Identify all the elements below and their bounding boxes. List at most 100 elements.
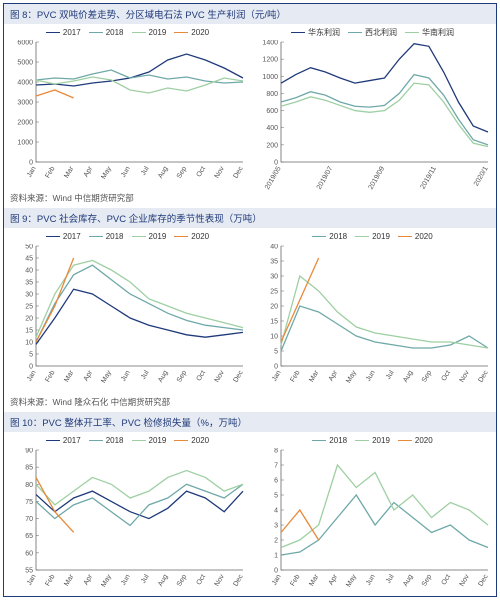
svg-text:30: 30 (25, 292, 33, 299)
legend-label: 2018 (329, 232, 347, 241)
series-2018 (36, 70, 243, 83)
svg-text:8: 8 (274, 448, 278, 455)
svg-text:1: 1 (274, 553, 278, 560)
legend-label: 2019 (372, 436, 390, 445)
svg-text:Jun: Jun (120, 369, 132, 382)
svg-text:Dec: Dec (232, 573, 245, 588)
svg-text:May: May (100, 573, 113, 588)
svg-text:Jan: Jan (271, 369, 283, 382)
legend-label: 2019 (372, 232, 390, 241)
fig10-right: 201820192020 012345678JanFebMarAprMayJun… (253, 434, 492, 598)
svg-text:75: 75 (25, 499, 33, 506)
svg-text:Aug: Aug (157, 573, 169, 587)
svg-text:Apr: Apr (328, 573, 340, 587)
legend-item: 2018 (89, 26, 124, 38)
svg-text:40: 40 (270, 244, 278, 251)
svg-text:May: May (345, 573, 358, 588)
legend-label: 2017 (63, 232, 81, 241)
fig9-right-chart: 0510152025303540JanFebMarAprMayJunJulAug… (253, 244, 492, 394)
svg-text:Jul: Jul (385, 573, 396, 585)
svg-text:Nov: Nov (214, 369, 227, 384)
series-nw (281, 75, 488, 145)
legend-item: 2020 (398, 434, 433, 446)
legend-swatch (46, 32, 60, 33)
svg-text:4000: 4000 (17, 80, 33, 87)
legend-label: 华东利润 (308, 27, 340, 38)
fig9-source: 资料来源：Wind 隆众石化 中信期货研究部 (4, 394, 496, 412)
svg-text:Jul: Jul (140, 573, 151, 585)
svg-text:Dec: Dec (477, 573, 490, 588)
svg-text:90: 90 (25, 448, 33, 455)
series-2019 (36, 471, 243, 505)
svg-text:Jun: Jun (120, 573, 132, 586)
fig9: 图 9：PVC 社会库存、PVC 企业库存的季节性表现（万吨） 2017 2018… (4, 208, 496, 412)
svg-text:May: May (345, 369, 358, 384)
svg-text:May: May (100, 369, 113, 384)
legend-item: 2019 (355, 434, 390, 446)
svg-text:3: 3 (274, 523, 278, 530)
svg-text:Jul: Jul (140, 165, 151, 177)
svg-text:Dec: Dec (477, 369, 490, 384)
svg-text:Mar: Mar (308, 573, 320, 588)
fig8-right: 华东利润西北利润华南利润 020040060080010001200140020… (253, 26, 492, 190)
svg-text:50: 50 (25, 244, 33, 251)
svg-text:5: 5 (29, 352, 33, 359)
svg-text:Jul: Jul (385, 369, 396, 381)
svg-text:Aug: Aug (402, 573, 414, 587)
fig9-charts: 2017201820192020 05101520253035404550Jan… (4, 228, 496, 394)
series-2017 (36, 289, 243, 344)
svg-text:5000: 5000 (17, 60, 33, 67)
svg-text:20: 20 (25, 316, 33, 323)
svg-text:55: 55 (25, 568, 33, 575)
svg-text:800: 800 (266, 91, 278, 98)
svg-text:15: 15 (25, 328, 33, 335)
legend-swatch (89, 236, 103, 237)
legend-swatch (174, 440, 188, 441)
svg-text:80: 80 (25, 482, 33, 489)
svg-text:Oct: Oct (196, 573, 208, 586)
svg-text:2: 2 (274, 538, 278, 545)
legend-swatch (348, 32, 362, 33)
svg-text:85: 85 (25, 465, 33, 472)
svg-text:65: 65 (25, 533, 33, 540)
fig9-right-legend: 201820192020 (253, 230, 492, 244)
svg-text:1000: 1000 (17, 140, 33, 147)
legend-item: 2019 (132, 434, 167, 446)
svg-text:Sep: Sep (421, 369, 433, 383)
legend-swatch (89, 32, 103, 33)
fig10: 图 10：PVC 整体开工率、PVC 检修损失量（%，万吨） 201720182… (4, 412, 496, 601)
svg-text:2019/09: 2019/09 (368, 165, 387, 190)
legend-item: 2017 (46, 26, 81, 38)
svg-text:60: 60 (25, 550, 33, 557)
svg-text:Jul: Jul (140, 369, 151, 381)
fig8-title: 图 8：PVC 双吨价差走势、分区域电石法 PVC 生产利润（元/吨） (4, 4, 496, 24)
svg-text:Jun: Jun (365, 573, 377, 586)
fig9-left: 2017201820192020 05101520253035404550Jan… (8, 230, 247, 394)
svg-text:Jan: Jan (26, 369, 38, 382)
svg-text:Feb: Feb (289, 369, 301, 383)
svg-text:2000: 2000 (17, 120, 33, 127)
legend-swatch (132, 32, 146, 33)
legend-label: 2018 (329, 436, 347, 445)
series-2019 (281, 276, 488, 348)
legend-label: 2020 (191, 232, 209, 241)
fig9-title: 图 9：PVC 社会库存、PVC 企业库存的季节性表现（万吨） (4, 208, 496, 228)
fig10-right-legend: 2018 2019 2020 (253, 434, 492, 448)
series-2019 (281, 465, 488, 548)
legend-swatch (355, 440, 369, 441)
svg-text:40: 40 (25, 268, 33, 275)
legend-item: 华南利润 (405, 26, 454, 38)
svg-text:1000: 1000 (262, 74, 278, 81)
legend-label: 2017 (63, 28, 81, 37)
legend-item: 西北利润 (348, 26, 397, 38)
series-2018 (36, 484, 243, 525)
legend-swatch (355, 236, 369, 237)
fig8-left-legend: 2017201820192020 (8, 26, 247, 40)
legend-swatch (398, 236, 412, 237)
legend-swatch (405, 32, 419, 33)
svg-text:1400: 1400 (262, 40, 278, 47)
svg-text:Jan: Jan (26, 573, 38, 586)
svg-text:Mar: Mar (63, 573, 75, 588)
svg-text:Dec: Dec (232, 369, 245, 384)
svg-text:35: 35 (25, 280, 33, 287)
